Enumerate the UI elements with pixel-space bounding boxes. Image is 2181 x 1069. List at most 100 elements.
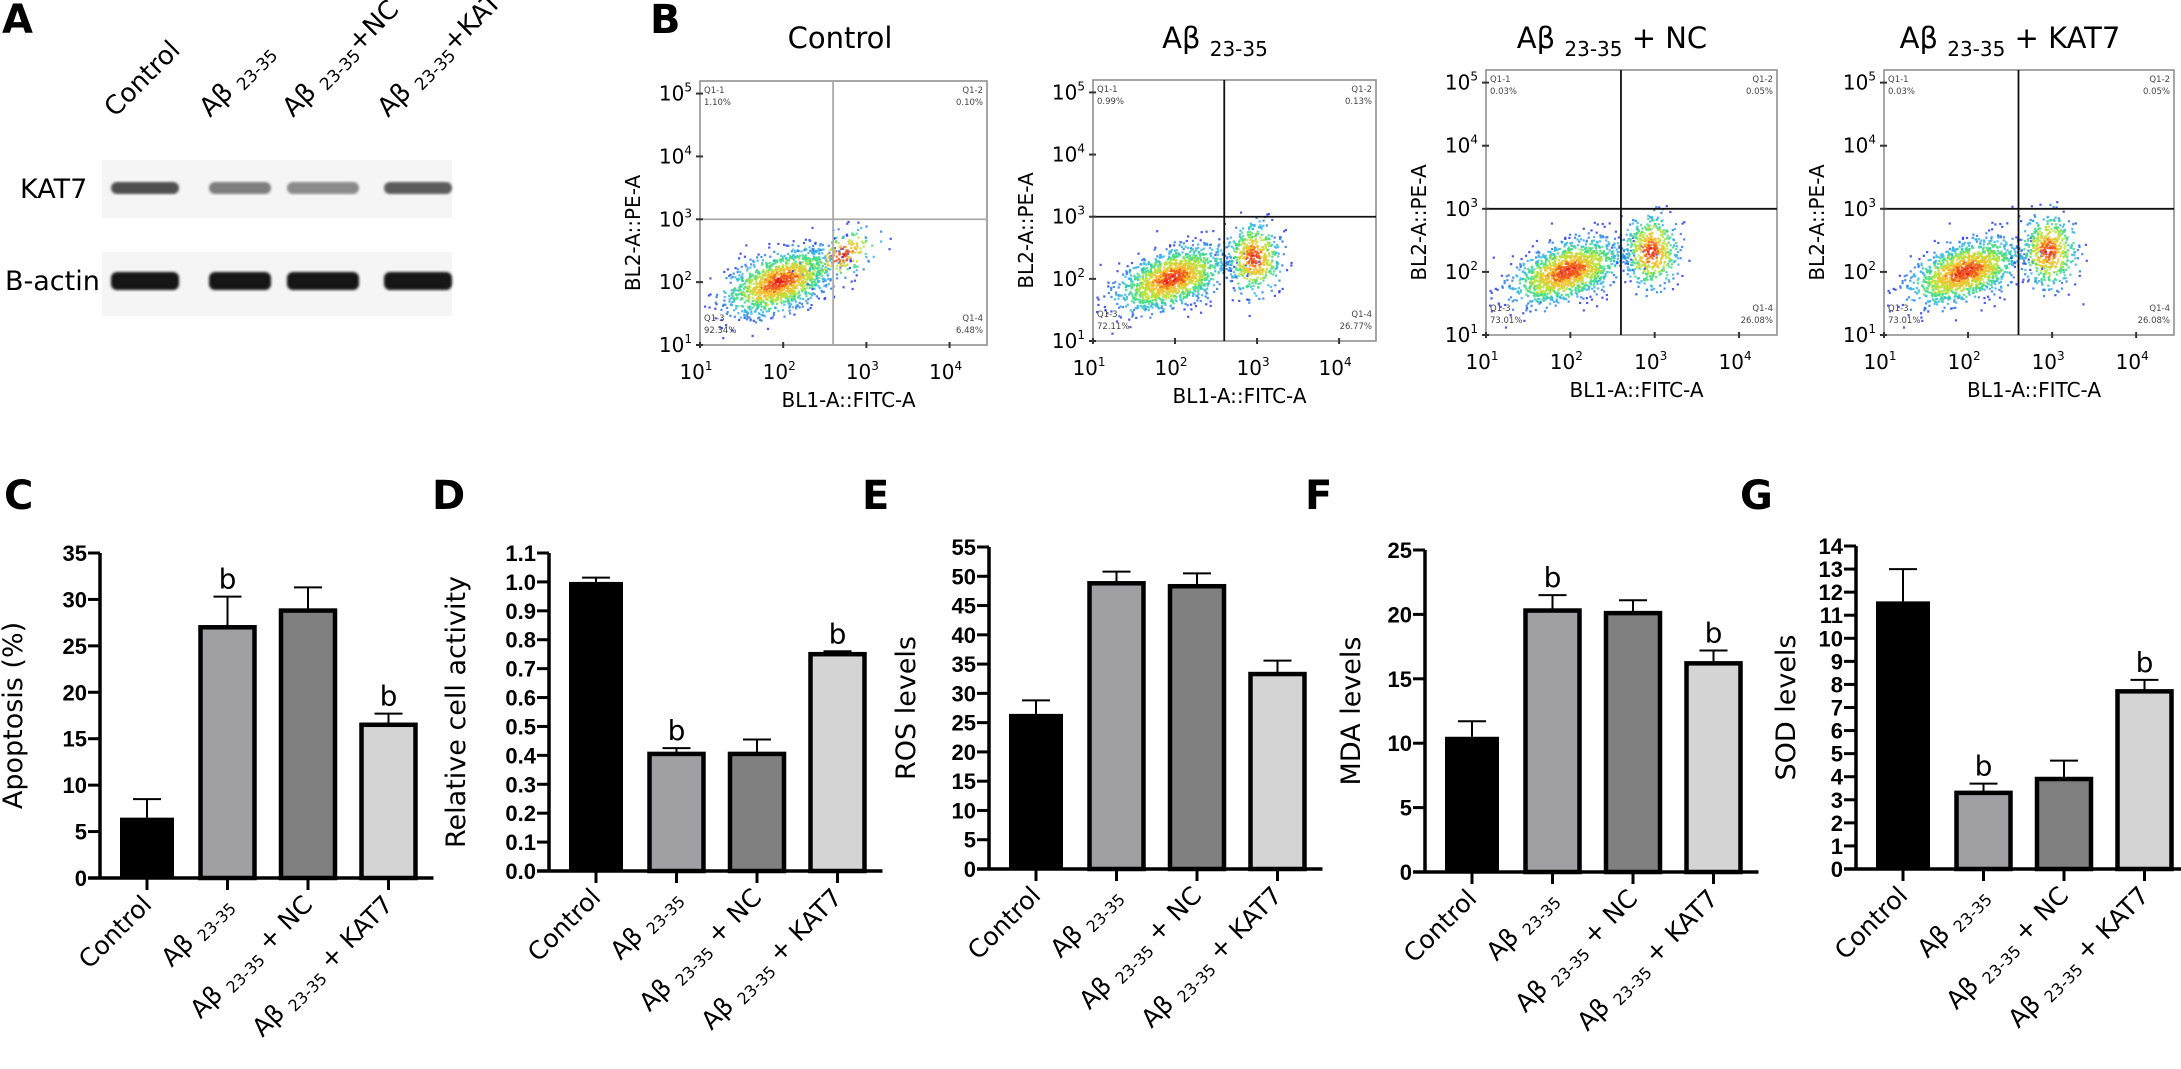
event-dot xyxy=(1535,293,1538,297)
event-dot xyxy=(738,289,741,292)
event-dot xyxy=(1173,249,1177,252)
event-dot xyxy=(1130,287,1133,290)
event-dot xyxy=(821,264,824,268)
event-dot xyxy=(1616,257,1619,260)
event-dot xyxy=(801,305,804,308)
event-dot xyxy=(1590,298,1593,301)
event-dot xyxy=(823,284,826,287)
event-dot xyxy=(1118,315,1121,318)
event-dot xyxy=(1258,220,1261,223)
event-dot xyxy=(1155,263,1158,266)
event-dot xyxy=(1192,256,1195,259)
event-dot xyxy=(1549,298,1552,301)
event-dot xyxy=(1192,251,1195,254)
event-dot xyxy=(1266,259,1269,262)
event-dot xyxy=(1180,276,1183,279)
event-dot xyxy=(1151,287,1154,290)
event-dot xyxy=(1158,266,1162,270)
event-dot xyxy=(804,291,807,294)
event-dot xyxy=(1623,248,1626,252)
event-dot xyxy=(818,276,821,279)
event-dot xyxy=(1251,235,1254,238)
event-dot xyxy=(1160,298,1163,301)
event-dot xyxy=(1131,300,1134,303)
event-dot xyxy=(729,273,732,277)
event-dot xyxy=(1589,265,1592,268)
event-dot xyxy=(1257,256,1261,259)
event-dot xyxy=(1233,249,1236,252)
event-dot xyxy=(1172,279,1175,282)
event-dot xyxy=(1545,269,1548,272)
event-dot xyxy=(1134,277,1137,280)
event-dot xyxy=(1245,245,1248,248)
event-dot xyxy=(1606,257,1609,260)
event-dot xyxy=(1165,262,1169,265)
event-dot xyxy=(1182,256,1185,259)
event-dot xyxy=(1155,302,1158,305)
event-dot xyxy=(1209,300,1212,303)
event-dot xyxy=(779,268,782,272)
event-dot xyxy=(769,289,772,292)
event-dot xyxy=(1547,288,1551,291)
event-dot xyxy=(1556,267,1559,270)
event-dot xyxy=(1251,270,1254,274)
event-dot xyxy=(840,247,843,251)
tick-exponent: 3 xyxy=(684,206,692,220)
event-dot xyxy=(807,308,810,311)
event-dot xyxy=(1145,275,1148,278)
event-dot xyxy=(1557,259,1561,262)
event-dot xyxy=(1552,285,1556,288)
event-dot xyxy=(1199,271,1202,274)
event-dot xyxy=(1125,285,1128,289)
event-dot xyxy=(1260,239,1263,242)
event-dot xyxy=(1181,266,1184,269)
event-dot xyxy=(1549,279,1552,282)
event-dot xyxy=(1174,252,1177,256)
event-dot xyxy=(1200,248,1203,252)
event-dot xyxy=(1253,292,1256,295)
event-dot xyxy=(1266,267,1269,270)
event-dot xyxy=(1539,268,1542,272)
event-dot xyxy=(1172,244,1176,247)
event-dot xyxy=(818,260,821,263)
event-dot xyxy=(1588,286,1591,289)
event-dot xyxy=(1549,254,1552,257)
event-dot xyxy=(1570,264,1573,267)
event-dot xyxy=(844,245,848,248)
event-dot xyxy=(1241,239,1244,242)
event-dot xyxy=(1214,258,1217,261)
event-dot xyxy=(1546,276,1549,279)
event-dot xyxy=(1567,262,1570,265)
event-dot xyxy=(782,278,785,281)
event-dot xyxy=(1138,287,1142,290)
event-dot xyxy=(790,256,793,260)
event-dot xyxy=(1184,274,1187,278)
x-tick-label: 101 xyxy=(1072,355,1105,380)
event-dot xyxy=(1267,263,1270,266)
event-dot xyxy=(1217,245,1220,248)
event-dot xyxy=(1562,255,1565,259)
event-dot xyxy=(1539,281,1542,284)
event-dot xyxy=(756,269,759,272)
event-dot xyxy=(760,292,763,295)
event-dot xyxy=(799,263,802,266)
event-dot xyxy=(1111,332,1114,335)
event-dot xyxy=(1193,272,1196,275)
event-dot xyxy=(1569,273,1572,276)
event-dot xyxy=(784,283,787,286)
event-dot xyxy=(1186,256,1189,259)
event-dot xyxy=(787,275,790,279)
event-dot xyxy=(1134,289,1137,292)
event-dot xyxy=(811,287,814,291)
event-dot xyxy=(760,255,763,259)
event-dot xyxy=(1130,280,1133,283)
event-dot xyxy=(1589,249,1592,252)
event-dot xyxy=(816,274,819,277)
event-dot xyxy=(1117,306,1121,309)
event-dot xyxy=(1570,252,1573,255)
event-dot xyxy=(1178,264,1181,267)
event-dot xyxy=(848,266,852,270)
event-dot xyxy=(1599,264,1602,268)
event-dot xyxy=(864,241,867,244)
event-dot xyxy=(846,252,849,255)
